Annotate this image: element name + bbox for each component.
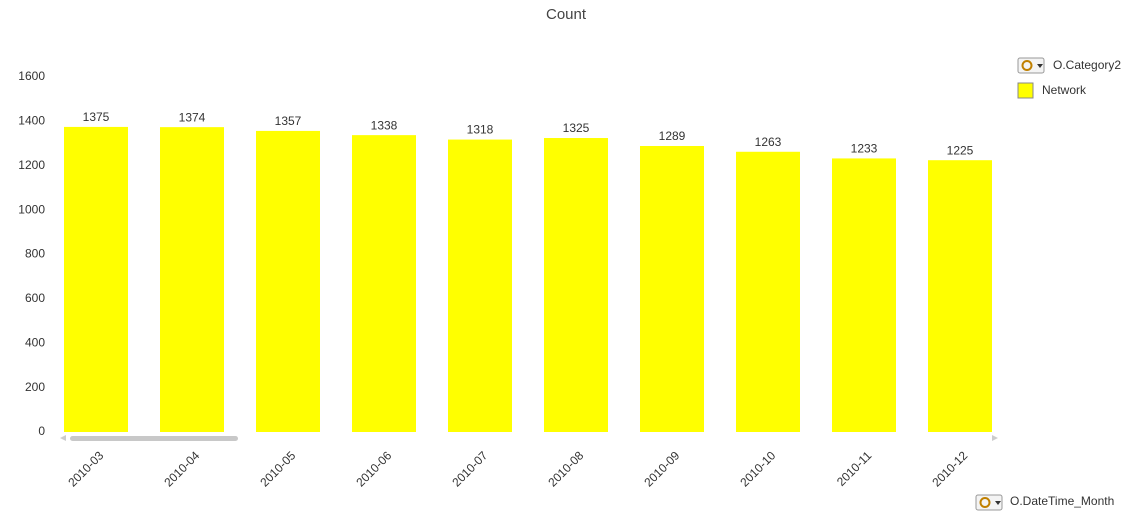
data-label: 1263 bbox=[755, 135, 782, 149]
data-label: 1289 bbox=[659, 129, 686, 143]
x-axis-label: O.DateTime_Month bbox=[1010, 494, 1114, 508]
x-tick-label: 2010-11 bbox=[834, 448, 875, 489]
y-tick-label: 800 bbox=[25, 247, 45, 261]
legend-label: Network bbox=[1042, 83, 1087, 97]
x-tick-label: 2010-03 bbox=[65, 448, 106, 489]
x-tick-label: 2010-08 bbox=[545, 448, 586, 489]
bar bbox=[160, 127, 224, 433]
scroll-right[interactable] bbox=[992, 435, 998, 441]
x-tick-label: 2010-10 bbox=[737, 448, 778, 489]
data-label: 1325 bbox=[563, 121, 590, 135]
scroll-left[interactable] bbox=[60, 435, 66, 441]
legend-title: O.Category2 bbox=[1053, 58, 1121, 72]
data-label: 1233 bbox=[851, 142, 878, 156]
bar bbox=[736, 151, 800, 432]
y-tick-label: 600 bbox=[25, 291, 45, 305]
y-tick-label: 1200 bbox=[18, 158, 45, 172]
legend-swatch bbox=[1017, 82, 1034, 99]
bar bbox=[544, 138, 608, 432]
x-tick-label: 2010-04 bbox=[161, 448, 202, 489]
y-tick-label: 1400 bbox=[18, 114, 45, 128]
bar bbox=[448, 139, 512, 432]
y-tick-label: 0 bbox=[38, 424, 45, 438]
y-tick-label: 1600 bbox=[18, 69, 45, 83]
data-label: 1357 bbox=[275, 114, 302, 128]
data-label: 1338 bbox=[371, 118, 398, 132]
x-tick-label: 2010-06 bbox=[353, 448, 394, 489]
y-tick-label: 400 bbox=[25, 335, 45, 349]
bar bbox=[352, 135, 416, 432]
cycle-icon[interactable] bbox=[975, 494, 1003, 511]
x-tick-label: 2010-05 bbox=[257, 448, 298, 489]
x-tick-label: 2010-09 bbox=[641, 448, 682, 489]
bar bbox=[256, 130, 320, 432]
scroll-thumb[interactable] bbox=[70, 436, 238, 441]
bar bbox=[640, 146, 704, 433]
chart-title: Count bbox=[546, 6, 587, 23]
data-label: 1374 bbox=[179, 110, 206, 124]
data-label: 1375 bbox=[83, 110, 110, 124]
y-tick-label: 1000 bbox=[18, 202, 45, 216]
bar bbox=[64, 126, 128, 432]
x-tick-label: 2010-07 bbox=[449, 448, 490, 489]
x-tick-label: 2010-12 bbox=[929, 448, 970, 489]
data-label: 1225 bbox=[947, 143, 974, 157]
y-tick-label: 200 bbox=[25, 380, 45, 394]
cycle-icon[interactable] bbox=[1017, 57, 1045, 74]
bar bbox=[832, 158, 896, 432]
data-label: 1318 bbox=[467, 123, 494, 137]
bar bbox=[928, 160, 992, 432]
